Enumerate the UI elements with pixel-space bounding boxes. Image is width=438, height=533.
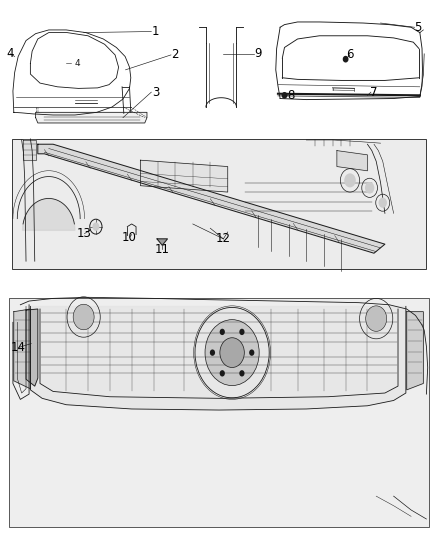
Text: 4: 4 bbox=[7, 47, 14, 60]
Circle shape bbox=[73, 304, 94, 330]
Polygon shape bbox=[23, 140, 36, 160]
Circle shape bbox=[366, 306, 387, 332]
Circle shape bbox=[205, 320, 259, 385]
FancyBboxPatch shape bbox=[10, 298, 428, 527]
Circle shape bbox=[220, 338, 244, 368]
Circle shape bbox=[283, 93, 287, 98]
Text: 1: 1 bbox=[152, 25, 159, 38]
Text: 12: 12 bbox=[216, 232, 231, 245]
Text: 7: 7 bbox=[370, 86, 378, 99]
Circle shape bbox=[239, 370, 244, 376]
Polygon shape bbox=[22, 198, 75, 230]
FancyBboxPatch shape bbox=[12, 139, 426, 269]
Circle shape bbox=[249, 350, 254, 356]
Circle shape bbox=[343, 56, 348, 62]
Circle shape bbox=[92, 222, 99, 231]
Text: 2: 2 bbox=[172, 49, 179, 61]
Text: 8: 8 bbox=[287, 89, 295, 102]
Polygon shape bbox=[26, 309, 38, 386]
Polygon shape bbox=[157, 239, 167, 245]
Text: 14: 14 bbox=[11, 341, 26, 354]
Text: 6: 6 bbox=[346, 49, 354, 61]
Circle shape bbox=[378, 198, 387, 208]
Polygon shape bbox=[30, 306, 406, 410]
Polygon shape bbox=[141, 160, 228, 192]
Polygon shape bbox=[38, 144, 385, 253]
Circle shape bbox=[219, 370, 225, 376]
Polygon shape bbox=[337, 151, 367, 171]
Circle shape bbox=[365, 182, 374, 193]
Text: 10: 10 bbox=[122, 231, 137, 244]
Circle shape bbox=[219, 329, 225, 335]
Polygon shape bbox=[14, 309, 30, 389]
Text: 3: 3 bbox=[152, 86, 159, 99]
Circle shape bbox=[210, 350, 215, 356]
Text: 4: 4 bbox=[74, 59, 80, 68]
Text: 13: 13 bbox=[76, 227, 91, 240]
Circle shape bbox=[239, 329, 244, 335]
Polygon shape bbox=[35, 112, 147, 123]
Text: 5: 5 bbox=[414, 21, 421, 34]
Polygon shape bbox=[407, 312, 424, 390]
Text: 9: 9 bbox=[254, 47, 262, 60]
Text: 11: 11 bbox=[155, 243, 170, 256]
Circle shape bbox=[344, 173, 356, 188]
